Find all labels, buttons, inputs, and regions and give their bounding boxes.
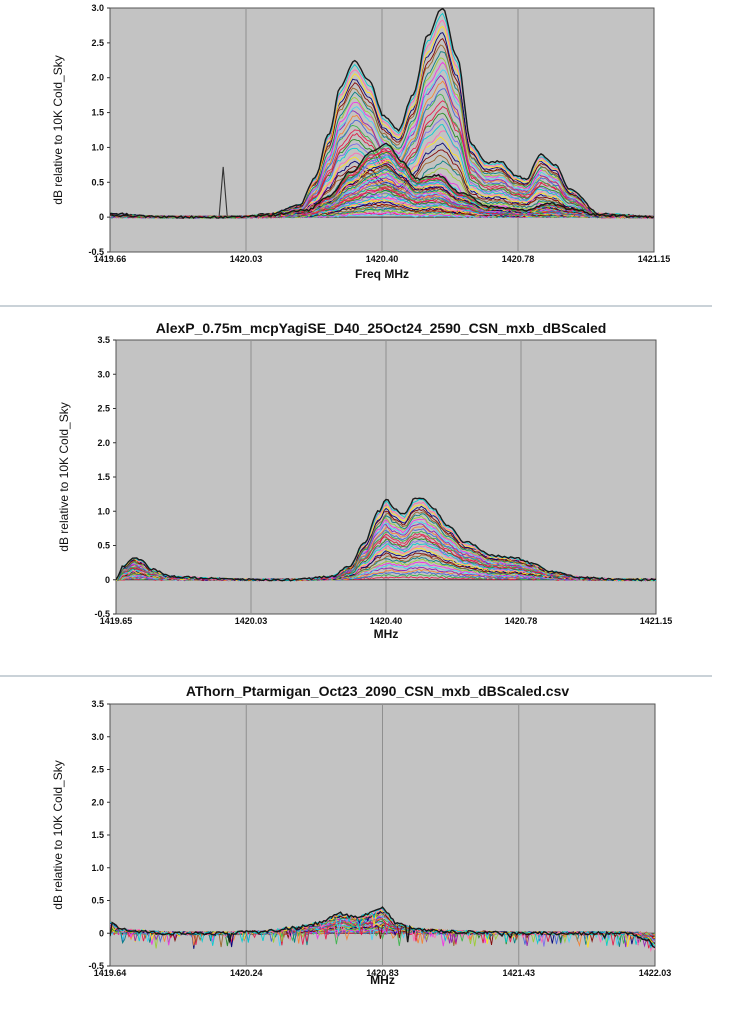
- x-tick-label: 1420.83: [366, 968, 399, 978]
- y-tick-label: -0.5: [88, 961, 104, 971]
- chart-title: AThorn_Ptarmigan_Oct23_2090_CSN_mxb_dBSc…: [186, 683, 570, 699]
- chart-title: AlexP_0.75m_mcpYagiSE_D40_25Oct24_2590_C…: [156, 320, 607, 336]
- y-tick-label: 1.0: [97, 506, 110, 516]
- spectra-lines: [116, 497, 656, 582]
- series-line: [110, 142, 654, 220]
- series-line: [110, 150, 654, 219]
- y-tick-label: 2.0: [91, 797, 104, 807]
- y-axis-label: dB relative to 10K Cold_Sky: [51, 760, 65, 909]
- chart-panel-2: 1419.65 1420.03 1420.40 1420.78 1421.15 -0.5 0…: [57, 320, 672, 641]
- y-tick-label: 1.5: [97, 472, 110, 482]
- series-line: [116, 550, 656, 582]
- x-tick-label: 1422.03: [639, 968, 672, 978]
- y-tick-label: 1.5: [91, 830, 104, 840]
- x-tick-label: 1420.03: [230, 254, 263, 264]
- y-tick-label: -0.5: [94, 609, 110, 619]
- x-tick-label: 1419.65: [100, 616, 133, 626]
- x-tick-label: 1421.15: [638, 254, 671, 264]
- y-tick-label: 3.0: [91, 732, 104, 742]
- spectra-lines: [110, 8, 654, 220]
- x-tick-label: 1420.24: [230, 968, 263, 978]
- x-tick-label: 1420.78: [502, 254, 535, 264]
- series-line: [110, 906, 655, 949]
- y-tick-label: 0: [105, 575, 110, 585]
- x-axis-label: MHz: [370, 973, 395, 987]
- x-tick-label: 1420.78: [505, 616, 538, 626]
- y-tick-label: 3.5: [97, 335, 110, 345]
- spike-line: [218, 166, 228, 216]
- y-tick-label: 0: [99, 928, 104, 938]
- y-tick-label: 0.5: [91, 177, 104, 187]
- y-tick-label: 0.5: [97, 541, 110, 551]
- y-tick-label: 1.0: [91, 863, 104, 873]
- x-tick-label: 1420.03: [235, 616, 268, 626]
- series-line: [116, 497, 656, 582]
- y-tick-label: 2.5: [91, 765, 104, 775]
- x-axis-label: Freq MHz: [355, 267, 409, 281]
- y-tick-label: 0.5: [91, 896, 104, 906]
- y-tick-label: 3.0: [97, 369, 110, 379]
- x-tick-label: 1419.66: [94, 254, 127, 264]
- y-tick-label: 1.0: [91, 142, 104, 152]
- x-tick-label: 1420.40: [370, 616, 403, 626]
- x-tick-label: 1419.64: [94, 968, 127, 978]
- y-tick-label: 2.5: [91, 38, 104, 48]
- y-tick-label: 3.5: [91, 699, 104, 709]
- y-tick-label: 2.0: [91, 73, 104, 83]
- y-tick-label: 3.0: [91, 3, 104, 13]
- x-tick-label: 1421.43: [502, 968, 535, 978]
- y-tick-label: -0.5: [88, 247, 104, 257]
- x-tick-label: 1420.40: [366, 254, 399, 264]
- y-tick-label: 2.5: [97, 404, 110, 414]
- series-line: [110, 907, 655, 949]
- chart-panel-3: 1419.64 1420.24 1420.83 1421.43 1422.03 -0.5 0…: [51, 683, 671, 987]
- y-axis-label: dB relative to 10K Cold_Sky: [57, 402, 71, 551]
- y-tick-label: 1.5: [91, 108, 104, 118]
- x-tick-label: 1421.15: [640, 616, 673, 626]
- spectra-lines: [110, 906, 655, 953]
- y-tick-label: 2.0: [97, 438, 110, 448]
- y-axis-label: dB relative to 10K Cold_Sky: [51, 55, 65, 204]
- chart-panel-1: 1419.66 1420.03 1420.40 1420.78 1421.15 -0.5 0…: [51, 3, 670, 281]
- y-tick-label: 0: [99, 212, 104, 222]
- x-axis-label: MHz: [374, 627, 399, 641]
